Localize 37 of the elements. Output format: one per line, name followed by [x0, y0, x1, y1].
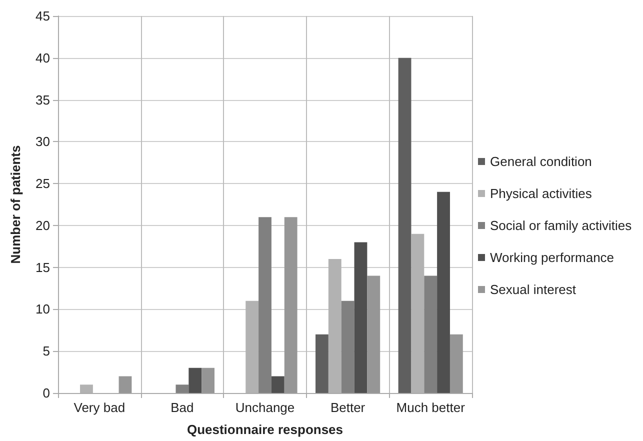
y-tick-label: 35	[36, 92, 50, 108]
bar	[424, 276, 438, 393]
bar	[118, 376, 132, 393]
y-tick-label: 30	[36, 134, 50, 150]
bar	[202, 368, 214, 393]
x-tick-label: Unchange	[235, 400, 295, 415]
bar	[398, 58, 412, 393]
x-tick-label: Better	[330, 400, 366, 415]
bar	[367, 276, 380, 393]
bar	[176, 384, 189, 393]
y-tick-label: 10	[36, 302, 50, 317]
x-tick-label: Much better	[396, 400, 466, 415]
x-tick-label: Bad	[170, 400, 194, 415]
bar	[284, 217, 298, 393]
legend-label: General condition	[490, 154, 592, 169]
y-tick-label: 0	[42, 386, 50, 400]
bar	[271, 376, 284, 393]
x-axis-title: Questionnaire responses	[186, 422, 344, 437]
legend-label: Sexual interest	[490, 282, 576, 297]
bar	[188, 368, 202, 393]
y-tick-label: 15	[36, 260, 50, 275]
legend-label: Physical activities	[490, 186, 592, 201]
bar	[354, 242, 368, 393]
bar	[437, 192, 450, 393]
x-tick-label: Very bad	[74, 400, 126, 415]
bar	[258, 217, 272, 393]
y-axis-title: Number of patients	[8, 145, 23, 264]
bar	[316, 334, 328, 393]
bar	[341, 300, 354, 393]
y-tick-label: 40	[36, 50, 50, 66]
y-tick-label: 5	[42, 344, 50, 359]
bar	[450, 334, 463, 393]
y-tick-label: 20	[36, 218, 50, 233]
y-tick-label: 25	[36, 176, 50, 192]
y-tick-label: 45	[36, 8, 50, 24]
legend-label: Social or family activities	[490, 218, 632, 233]
legend-label: Working performance	[490, 250, 614, 265]
